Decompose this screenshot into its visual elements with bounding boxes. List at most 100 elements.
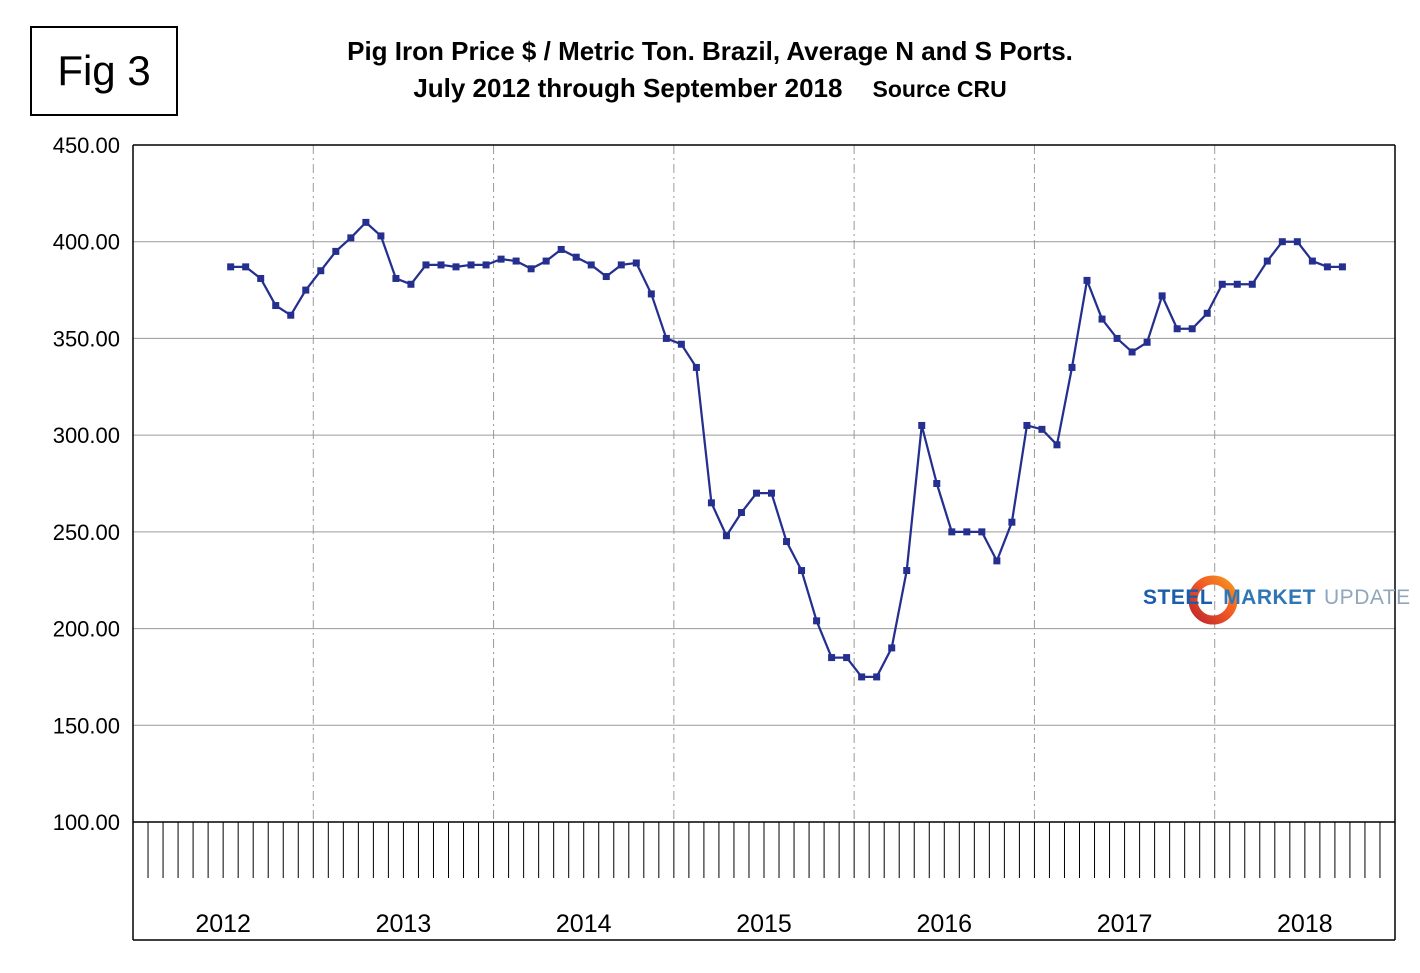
- data-point-marker: [963, 528, 971, 536]
- data-point-marker: [783, 538, 791, 546]
- logo-word-steel: STEEL: [1143, 586, 1214, 609]
- logo-wordmark: STEEL MARKET UPDATE: [1143, 586, 1411, 610]
- data-point-marker: [452, 263, 460, 271]
- data-point-marker: [422, 261, 430, 269]
- chart-title-block: Pig Iron Price $ / Metric Ton. Brazil, A…: [180, 34, 1240, 108]
- data-point-marker: [1338, 263, 1346, 271]
- data-point-marker: [1113, 334, 1121, 342]
- data-point-marker: [287, 311, 295, 319]
- data-point-marker: [362, 218, 370, 226]
- data-point-marker: [1158, 292, 1166, 300]
- data-point-marker: [272, 302, 280, 310]
- month-tick-marks: [132, 822, 1396, 878]
- data-point-marker: [227, 263, 235, 271]
- data-point-marker: [662, 334, 670, 342]
- data-point-marker: [828, 654, 836, 662]
- data-point-marker: [242, 263, 250, 271]
- data-point-marker: [1173, 325, 1181, 333]
- logo-ring-icon: [1188, 575, 1238, 625]
- data-point-marker: [1323, 263, 1331, 271]
- data-point-marker: [768, 489, 776, 497]
- data-point-marker: [1053, 441, 1061, 449]
- y-axis-labels: 450.00 400.00 350.00 300.00 250.00 200.00 150.…: [53, 133, 120, 835]
- chart-period: July 2012 through September 2018: [413, 73, 843, 104]
- data-point-marker: [1068, 363, 1076, 371]
- data-point-marker: [542, 257, 550, 265]
- data-point-marker: [843, 654, 851, 662]
- y-axis-label: 100.00: [53, 810, 120, 835]
- data-point-marker: [647, 290, 655, 298]
- data-point-marker: [918, 421, 926, 429]
- horizontal-gridlines: [133, 241, 1395, 726]
- data-point-marker: [467, 261, 475, 269]
- data-point-marker: [933, 480, 941, 487]
- data-point-marker: [617, 261, 625, 269]
- y-axis-label: 150.00: [53, 713, 120, 738]
- data-point-marker: [407, 280, 415, 288]
- steel-market-update-logo: STEEL MARKET UPDATE: [1143, 572, 1410, 628]
- data-point-marker: [1263, 257, 1271, 265]
- data-point-marker: [392, 274, 400, 282]
- x-axis-year-label: 2013: [376, 910, 432, 938]
- data-point-marker: [1023, 421, 1031, 429]
- data-point-marker: [858, 673, 866, 681]
- data-point-marker: [302, 286, 310, 294]
- data-point-marker: [1233, 280, 1241, 288]
- data-point-marker: [1098, 315, 1106, 323]
- data-point-marker: [482, 261, 490, 269]
- data-point-marker: [1008, 518, 1016, 526]
- data-point-marker: [798, 567, 806, 575]
- figure-label-box: Fig 3: [30, 26, 178, 116]
- x-axis-year-label: 2016: [916, 910, 972, 938]
- data-point-marker: [1203, 309, 1211, 317]
- logo-word-market: MARKET: [1223, 586, 1317, 609]
- data-point-marker: [1218, 280, 1226, 288]
- data-point-marker: [737, 509, 745, 517]
- data-point-marker: [1083, 276, 1091, 284]
- x-axis-year-label: 2018: [1277, 910, 1333, 938]
- data-point-marker: [1308, 257, 1316, 265]
- data-point-marker: [557, 245, 565, 253]
- data-point-marker: [1248, 280, 1256, 288]
- data-point-marker: [873, 673, 881, 681]
- data-point-marker: [903, 567, 911, 575]
- data-point-marker: [1038, 425, 1046, 433]
- data-point-marker: [888, 644, 896, 652]
- data-point-markers: [227, 218, 1346, 681]
- data-point-marker: [587, 261, 595, 269]
- data-point-marker: [813, 617, 821, 625]
- data-point-marker: [752, 489, 760, 497]
- data-point-marker: [377, 232, 385, 240]
- axis-frame: [132, 144, 1396, 941]
- y-axis-label: 250.00: [53, 520, 120, 545]
- y-axis-label: 200.00: [53, 617, 120, 642]
- data-point-marker: [332, 247, 340, 255]
- data-point-marker: [347, 234, 355, 242]
- year-gridlines: [312, 145, 1216, 822]
- data-point-marker: [572, 253, 580, 261]
- data-point-marker: [1293, 238, 1301, 246]
- data-point-marker: [707, 499, 715, 507]
- data-point-marker: [993, 557, 1001, 565]
- data-point-marker: [948, 528, 956, 536]
- x-axis-year-label: 2012: [195, 910, 251, 938]
- data-point-marker: [677, 340, 685, 348]
- data-point-marker: [257, 274, 265, 282]
- figure-label: Fig 3: [57, 47, 151, 94]
- x-axis-year-labels: 2012 2013 2014 2015 2016 2017 2018: [195, 910, 1332, 938]
- data-point-marker: [437, 261, 445, 269]
- x-axis-year-label: 2014: [556, 910, 612, 938]
- data-point-marker: [497, 255, 505, 263]
- data-point-marker: [512, 257, 520, 265]
- x-axis-year-label: 2017: [1097, 910, 1153, 938]
- data-point-marker: [722, 532, 730, 540]
- chart-source: Source CRU: [872, 76, 1007, 103]
- data-point-marker: [602, 273, 610, 281]
- data-point-marker: [978, 528, 986, 536]
- data-point-marker: [1278, 238, 1286, 246]
- data-point-marker: [1188, 325, 1196, 333]
- chart-title: Pig Iron Price $ / Metric Ton. Brazil, A…: [347, 36, 1073, 66]
- data-point-marker: [632, 259, 640, 267]
